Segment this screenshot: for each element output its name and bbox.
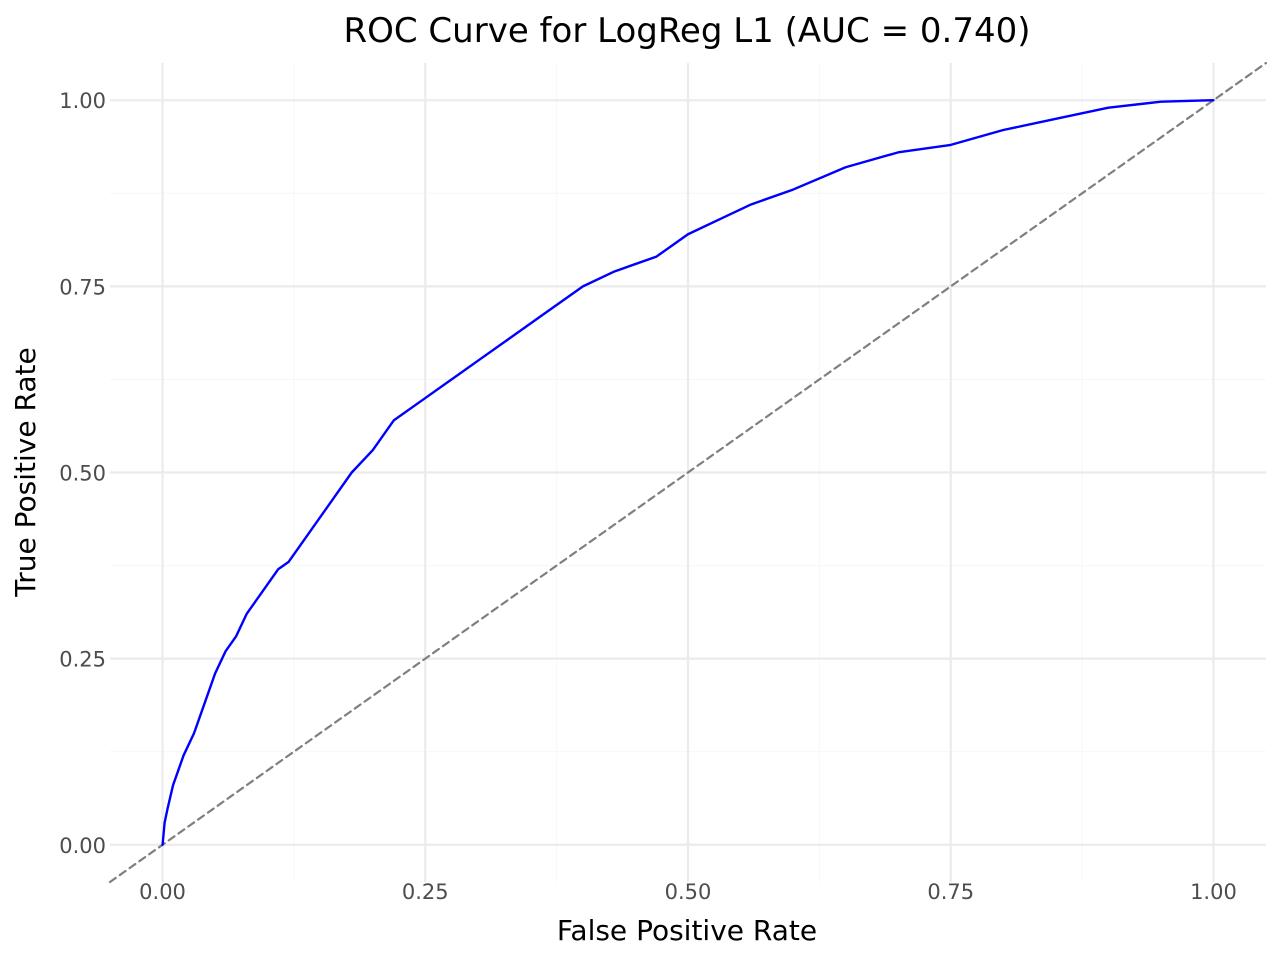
y-tick-labels: 0.00 0.25 0.50 0.75 1.00: [59, 89, 106, 858]
x-tick-label: 0.75: [927, 880, 974, 904]
y-tick-label: 1.00: [59, 89, 106, 113]
roc-curve-line: [161, 99, 1215, 846]
y-tick-label: 0.75: [59, 275, 106, 299]
chart-title: ROC Curve for LogReg L1 (AUC = 0.740): [344, 11, 1031, 51]
x-tick-label: 0.00: [139, 880, 186, 904]
y-tick-label: 0.50: [59, 462, 106, 486]
x-tick-label: 1.00: [1190, 880, 1237, 904]
chance-diagonal-line: [108, 61, 1268, 884]
y-tick-label: 0.25: [59, 648, 106, 672]
y-tick-label: 0.00: [59, 834, 106, 858]
series-layer: [108, 61, 1268, 884]
x-tick-labels: 0.00 0.25 0.50 0.75 1.00: [139, 880, 1237, 904]
x-tick-label: 0.50: [665, 880, 712, 904]
x-axis-title: False Positive Rate: [557, 914, 817, 947]
major-gridlines: [110, 63, 1266, 882]
y-axis-title: True Positive Rate: [9, 347, 42, 597]
x-tick-label: 0.25: [402, 880, 449, 904]
